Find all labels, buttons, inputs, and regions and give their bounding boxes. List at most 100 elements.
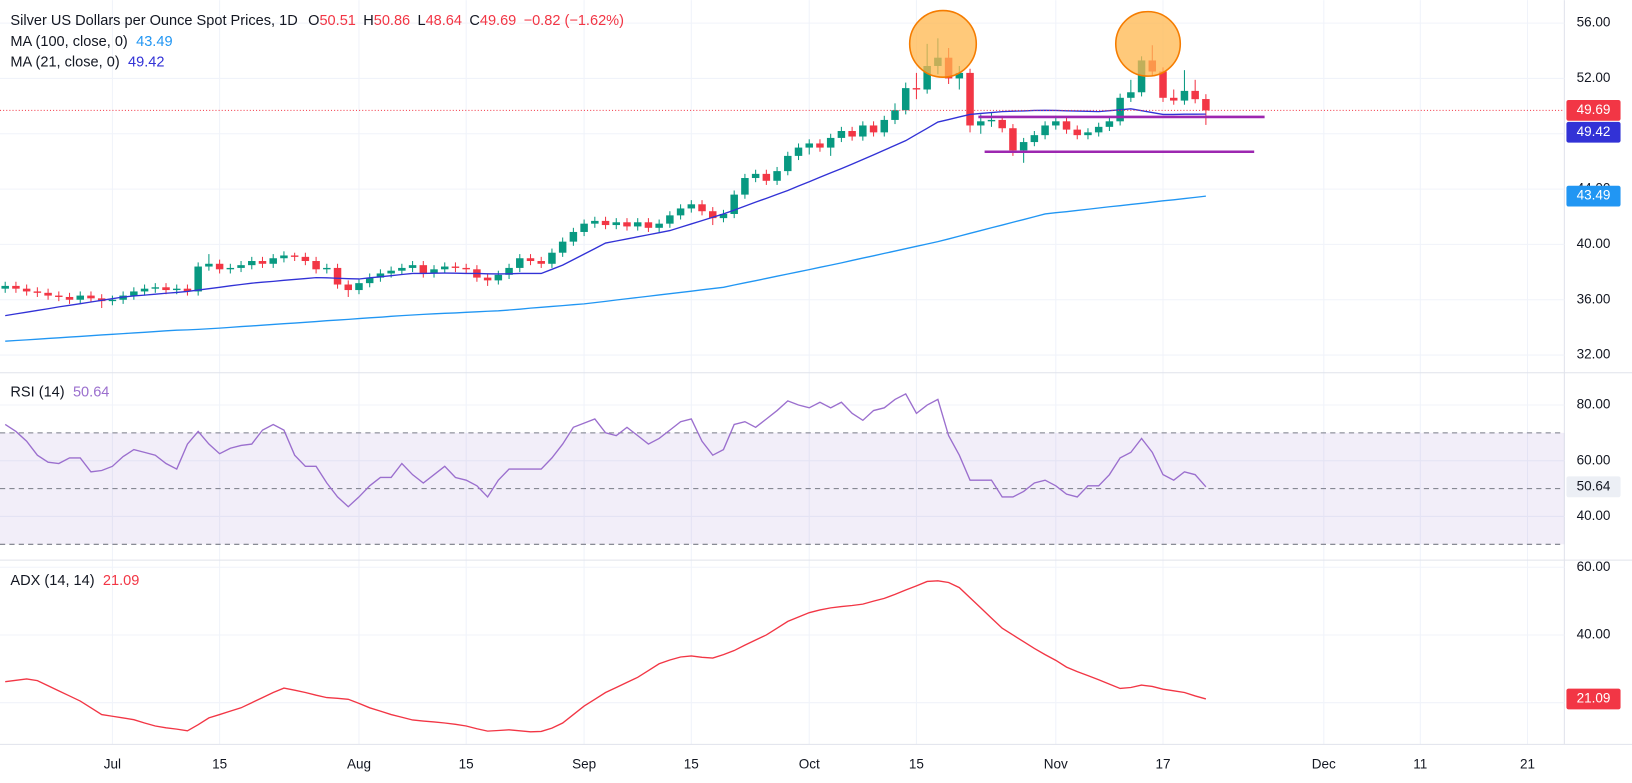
candle-body: [569, 231, 578, 242]
candle-body: [558, 241, 567, 253]
candle-body: [837, 130, 846, 138]
candle-body: [140, 288, 149, 292]
candle-body: [762, 173, 771, 181]
legend-name: RSI (14): [10, 384, 64, 400]
candle-body: [773, 171, 781, 181]
candle-body: [848, 130, 856, 137]
candle-body: [280, 255, 288, 259]
candle-body: [1009, 128, 1017, 151]
candle-body: [301, 256, 310, 262]
candle-body: [22, 288, 31, 292]
legend-entry: MA (100, close, 0) 43.49: [10, 34, 172, 50]
candle-body: [1030, 135, 1039, 143]
candle-body: [344, 284, 353, 291]
candle-body: [194, 266, 202, 292]
candle-body: [248, 261, 256, 266]
candle-body: [462, 267, 470, 270]
y-tick-label: 60.00: [1577, 559, 1611, 574]
candle-body: [1180, 90, 1189, 101]
x-tick-label: 15: [459, 757, 474, 772]
candle-body: [698, 204, 706, 212]
candle-body: [440, 266, 449, 270]
ohlc-label: O: [308, 13, 319, 29]
x-tick-label: Sep: [572, 757, 596, 772]
candle-body: [601, 220, 610, 226]
legend-name: ADX (14, 14): [10, 573, 94, 589]
candle-body: [1105, 121, 1114, 127]
candle-body: [1137, 60, 1146, 93]
ohlc-value: 50.51: [319, 13, 355, 29]
candle-body: [816, 143, 824, 148]
candle-body: [1062, 121, 1071, 130]
y-tick-label: 40.00: [1577, 627, 1611, 642]
candle-body: [151, 287, 160, 289]
x-tick-label: 11: [1413, 757, 1427, 772]
x-tick-label: Dec: [1312, 757, 1336, 772]
ohlc-value: 48.64: [426, 13, 462, 29]
legend-entry: MA (21, close, 0) 49.42: [10, 54, 164, 70]
candle-body: [290, 255, 299, 257]
candle-body: [1, 285, 9, 289]
candle-body: [76, 295, 84, 300]
candle-body: [526, 258, 535, 262]
highlight-circle: [1114, 10, 1182, 77]
candle-body: [419, 265, 428, 274]
x-tick-label: Jul: [104, 757, 121, 772]
candle-body: [108, 299, 117, 302]
candle-body: [355, 283, 363, 291]
candle-body: [130, 291, 138, 296]
candle-body: [65, 296, 74, 300]
legend-value: 21.09: [103, 573, 139, 589]
candle-body: [1073, 129, 1081, 136]
candle-body: [258, 261, 267, 264]
axis-value-box: [1566, 121, 1621, 143]
candle-body: [891, 110, 899, 120]
candle-body: [987, 119, 996, 122]
candle-body: [1094, 126, 1103, 133]
candle-body: [623, 222, 631, 227]
x-tick-label: 15: [684, 757, 699, 772]
candle-body: [408, 265, 417, 268]
candle-body: [912, 88, 921, 90]
x-tick-label: Aug: [347, 757, 371, 772]
candle-body: [162, 287, 170, 291]
candle-body: [612, 222, 621, 226]
candle-body: [709, 211, 717, 219]
indicator-line: [4, 392, 1207, 508]
candle-body: [751, 173, 760, 179]
legend-value: 50.64: [73, 384, 109, 400]
candle-body: [1191, 90, 1199, 100]
candle-body: [1084, 132, 1092, 136]
y-tick-label: 56.00: [1577, 15, 1611, 30]
candle-body: [1052, 121, 1060, 126]
x-tick-label: 15: [212, 757, 227, 772]
candle-body: [537, 261, 545, 264]
axis-value-label: 43.49: [1577, 188, 1611, 203]
candle-body: [687, 204, 696, 209]
candle-body: [741, 178, 749, 195]
candle-body: [226, 267, 235, 270]
chart-header: Silver US Dollars per Ounce Spot Prices,…: [10, 13, 624, 29]
candle-body: [923, 65, 931, 90]
candle-body: [644, 222, 653, 228]
candle-body: [826, 137, 835, 148]
indicator-line: [5, 580, 1207, 733]
candle-body: [580, 223, 588, 232]
candle-body: [1041, 125, 1049, 136]
candle-body: [387, 270, 395, 274]
candle-body: [1127, 92, 1135, 98]
candle-body: [805, 143, 813, 148]
candle-body: [730, 194, 738, 214]
candle-body: [215, 263, 224, 270]
candle-body: [172, 288, 181, 291]
candle-body: [516, 258, 524, 268]
ohlc-value: 49.69: [480, 13, 516, 29]
legend-name: MA (100, close, 0): [10, 34, 127, 50]
candle-body: [483, 277, 492, 281]
legend-value: 49.42: [128, 54, 164, 70]
ohlc-value: 50.86: [374, 13, 410, 29]
candle-body: [237, 265, 245, 268]
y-tick-label: 40.00: [1577, 236, 1611, 251]
